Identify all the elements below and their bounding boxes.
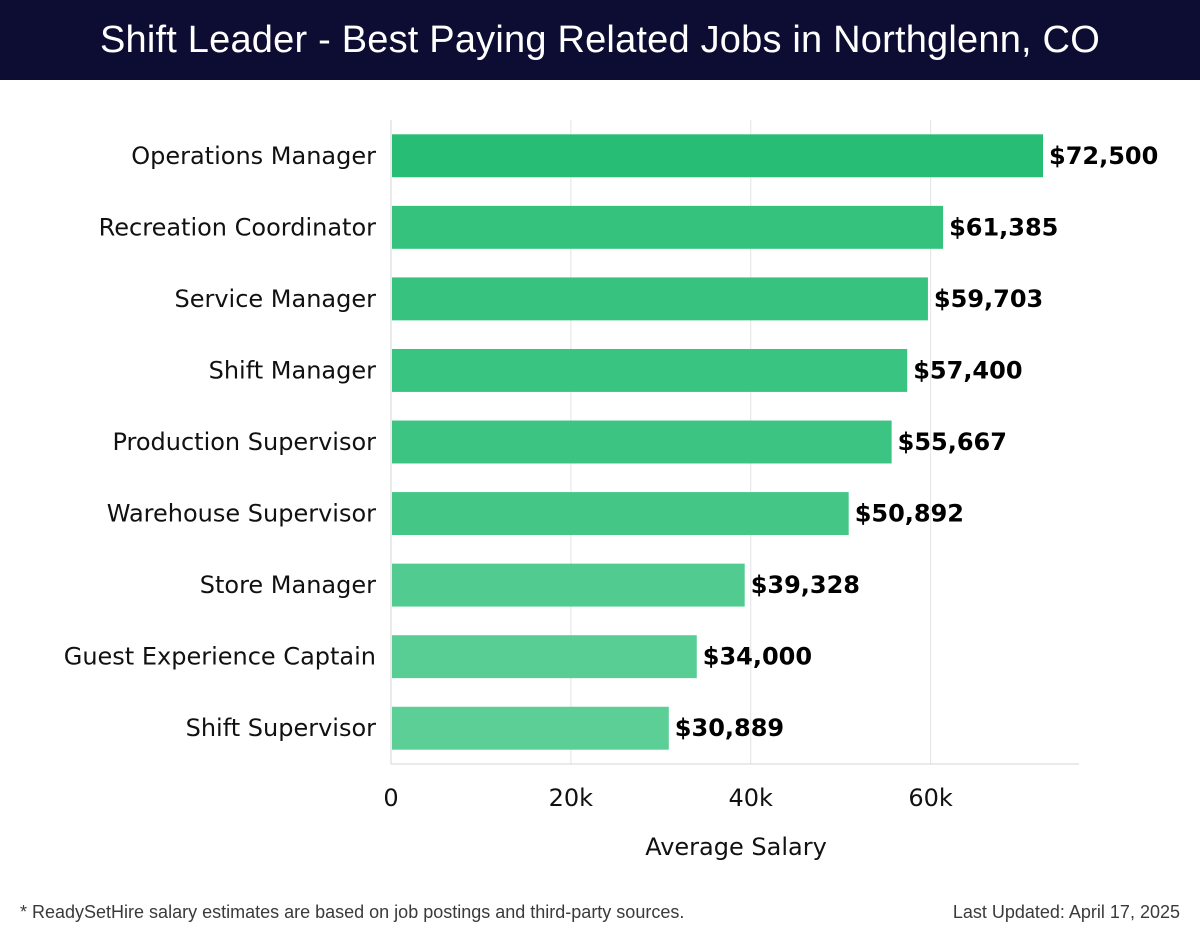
last-updated: Last Updated: April 17, 2025 bbox=[952, 902, 1180, 922]
category-label: Service Manager bbox=[174, 285, 376, 313]
x-tick-label: 60k bbox=[908, 784, 953, 812]
value-label: $59,703 bbox=[934, 285, 1043, 313]
value-label: $34,000 bbox=[703, 643, 812, 671]
category-label: Shift Manager bbox=[209, 356, 377, 384]
page-title: Shift Leader - Best Paying Related Jobs … bbox=[100, 18, 1100, 61]
bar bbox=[392, 134, 1044, 178]
category-label: Shift Supervisor bbox=[186, 714, 377, 742]
bar bbox=[392, 205, 944, 249]
x-tick-label: 40k bbox=[729, 784, 774, 812]
value-label: $72,500 bbox=[1049, 142, 1158, 170]
category-label: Guest Experience Captain bbox=[64, 643, 376, 671]
salary-bar-chart: 0 20k 40k 60k Operations Manager $72,500 Recre… bbox=[64, 120, 1159, 861]
value-label: $61,385 bbox=[949, 213, 1058, 241]
bar bbox=[392, 277, 928, 321]
category-label: Recreation Coordinator bbox=[99, 213, 376, 241]
value-label: $50,892 bbox=[855, 500, 964, 528]
bar bbox=[392, 706, 669, 750]
header-bar: Shift Leader - Best Paying Related Jobs … bbox=[0, 0, 1200, 80]
value-label: $55,667 bbox=[898, 428, 1007, 456]
bar bbox=[392, 420, 892, 464]
footer-note: * ReadySetHire salary estimates are base… bbox=[20, 902, 685, 922]
bar bbox=[392, 635, 697, 679]
bar bbox=[392, 348, 908, 392]
category-label: Operations Manager bbox=[131, 142, 376, 170]
x-tick-label: 20k bbox=[549, 784, 594, 812]
value-label: $30,889 bbox=[675, 714, 784, 742]
bars bbox=[392, 134, 1044, 750]
bar bbox=[392, 563, 745, 607]
x-tick-label: 0 bbox=[383, 784, 398, 812]
bar bbox=[392, 492, 849, 536]
category-label: Store Manager bbox=[200, 571, 376, 599]
category-label: Warehouse Supervisor bbox=[107, 500, 376, 528]
value-label: $39,328 bbox=[751, 571, 860, 599]
labels: 0 20k 40k 60k Operations Manager $72,500 Recre… bbox=[64, 142, 1159, 812]
value-label: $57,400 bbox=[913, 356, 1022, 384]
category-label: Production Supervisor bbox=[112, 428, 376, 456]
x-axis-title: Average Salary bbox=[645, 833, 827, 861]
